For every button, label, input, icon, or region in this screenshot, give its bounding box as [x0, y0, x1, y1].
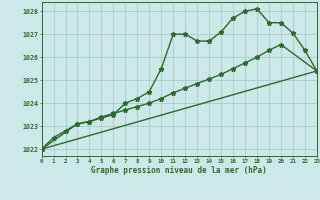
- X-axis label: Graphe pression niveau de la mer (hPa): Graphe pression niveau de la mer (hPa): [91, 166, 267, 175]
